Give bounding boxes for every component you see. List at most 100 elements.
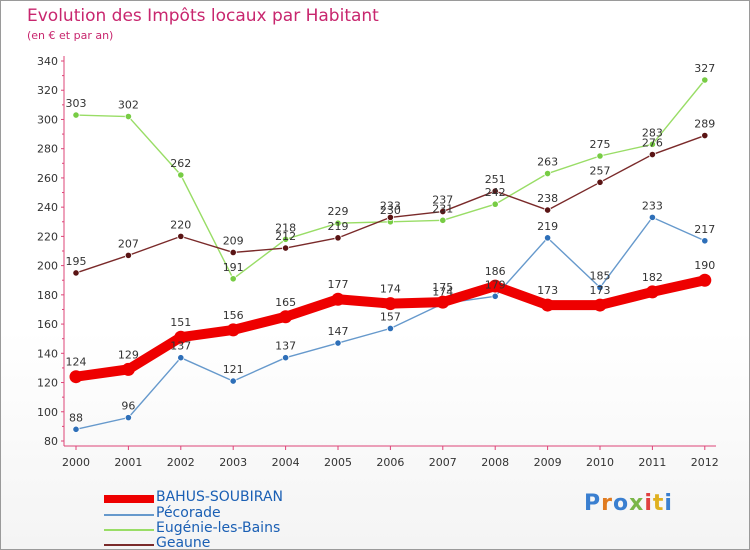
- data-label: 157: [380, 310, 401, 323]
- data-label: 229: [328, 205, 349, 218]
- x-tick-label: 2005: [324, 456, 352, 469]
- data-point: [279, 310, 293, 324]
- data-point: [229, 275, 237, 283]
- data-label: 195: [66, 255, 87, 268]
- data-label: 207: [118, 237, 139, 250]
- y-tick-label: 100: [37, 406, 58, 419]
- data-point: [386, 213, 394, 221]
- data-point: [436, 295, 450, 309]
- data-label: 173: [537, 284, 558, 297]
- data-point: [334, 234, 342, 242]
- data-label: 96: [121, 400, 135, 413]
- x-tick-label: 2000: [62, 456, 90, 469]
- data-label: 230: [380, 204, 401, 217]
- data-label: 121: [223, 363, 244, 376]
- data-point: [701, 237, 709, 245]
- data-label: 327: [694, 62, 715, 75]
- data-label: 262: [170, 157, 191, 170]
- logo-letter: x: [629, 491, 645, 516]
- data-point: [177, 354, 185, 362]
- data-point: [383, 297, 397, 311]
- data-point: [334, 339, 342, 347]
- x-tick-label: 2010: [586, 456, 614, 469]
- proxiti-logo: Proxiti: [584, 491, 673, 516]
- data-point: [645, 285, 659, 299]
- y-tick-label: 180: [37, 289, 58, 302]
- data-label: 233: [380, 199, 401, 212]
- legend-label: Pécorade: [156, 505, 221, 521]
- data-point: [543, 169, 552, 178]
- data-label: 191: [223, 261, 244, 274]
- data-label: 177: [328, 278, 349, 291]
- y-tick-label: 260: [37, 172, 58, 185]
- data-point: [124, 414, 133, 422]
- data-label: 182: [642, 271, 663, 284]
- y-tick-label: 340: [37, 55, 58, 68]
- logo-letter: r: [601, 491, 613, 516]
- data-point: [439, 216, 447, 224]
- data-label: 151: [170, 316, 191, 329]
- data-point: [491, 292, 499, 300]
- y-tick-label: 220: [37, 230, 58, 243]
- legend-swatch: [104, 514, 154, 516]
- data-label: 190: [694, 259, 715, 272]
- data-label: 137: [170, 340, 191, 353]
- data-label: 231: [432, 202, 453, 215]
- x-tick-label: 2001: [114, 456, 142, 469]
- y-tick-label: 120: [37, 377, 58, 390]
- data-label: 218: [275, 221, 296, 234]
- data-point: [281, 235, 290, 243]
- y-tick-label: 200: [37, 260, 58, 273]
- data-label: 283: [642, 126, 663, 139]
- y-tick-label: 240: [37, 201, 58, 214]
- series-line: [75, 79, 706, 280]
- x-tick-label: 2012: [691, 456, 719, 469]
- data-point: [488, 279, 502, 293]
- data-point: [648, 213, 657, 221]
- logo-letter: i: [644, 491, 653, 516]
- data-point: [229, 377, 237, 385]
- data-point: [596, 178, 604, 186]
- y-tick-label: 140: [37, 347, 58, 360]
- data-label: 209: [223, 234, 244, 247]
- legend-swatch: [104, 495, 154, 503]
- data-point: [121, 362, 135, 376]
- data-point: [701, 131, 709, 140]
- logo-letter: i: [664, 491, 673, 516]
- logo-letter: P: [584, 491, 602, 516]
- data-label: 179: [485, 278, 506, 291]
- data-label: 175: [432, 281, 453, 294]
- data-point: [596, 152, 604, 160]
- data-label: 174: [432, 286, 453, 299]
- y-tick-label: 300: [37, 113, 58, 126]
- data-label: 186: [485, 265, 506, 278]
- data-point: [177, 171, 185, 179]
- legend-label: Geaune: [156, 535, 211, 550]
- data-point: [439, 207, 447, 216]
- data-label: 137: [275, 340, 296, 353]
- x-tick-label: 2009: [534, 456, 562, 469]
- data-point: [648, 150, 657, 159]
- y-tick-label: 320: [37, 84, 58, 97]
- data-label: 303: [66, 97, 87, 110]
- x-tick-label: 2011: [638, 456, 666, 469]
- data-label: 276: [642, 137, 663, 150]
- x-tick-label: 2006: [376, 456, 404, 469]
- logo-letter: t: [652, 491, 665, 516]
- x-tick-label: 2003: [219, 456, 247, 469]
- data-point: [701, 76, 709, 84]
- data-point: [541, 298, 555, 312]
- data-point: [386, 324, 394, 333]
- data-label: 237: [432, 194, 453, 207]
- data-point: [281, 244, 290, 252]
- data-point: [124, 112, 133, 121]
- data-label: 257: [590, 164, 611, 177]
- chart-subtitle: (en € et par an): [27, 29, 114, 42]
- data-label: 233: [642, 199, 663, 212]
- data-point: [698, 273, 712, 287]
- data-label: 263: [537, 156, 558, 169]
- data-label: 302: [118, 99, 139, 112]
- data-label: 165: [275, 296, 296, 309]
- y-tick-label: 160: [37, 318, 58, 331]
